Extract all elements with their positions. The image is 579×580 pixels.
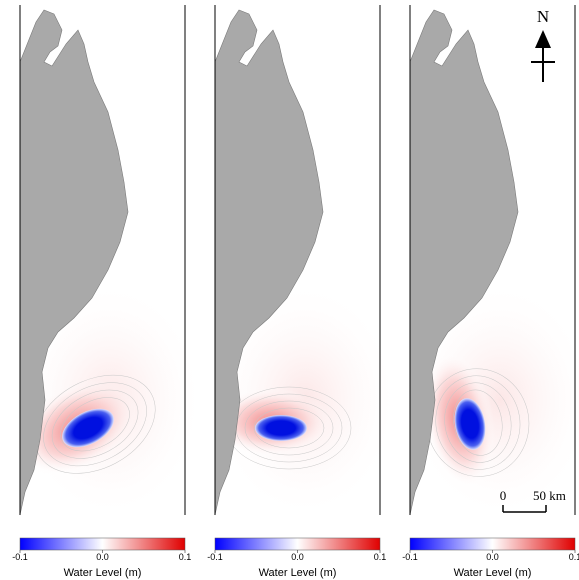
map-panel: -0.1 0.0 0.1 Water Level (m) xyxy=(207,5,400,579)
colorbar-tick-label: -0.1 xyxy=(402,552,418,562)
colorbar-tick-label: 0.0 xyxy=(291,552,304,562)
colorbar-tick-label: 0.1 xyxy=(569,552,579,562)
map-panel: -0.1 0.0 0.1 Water Level (m) xyxy=(12,5,205,579)
scale-bar-label: 50 km xyxy=(533,488,566,503)
colorbar xyxy=(214,537,381,551)
colorbar-tick-label: 0.0 xyxy=(486,552,499,562)
negative-anomaly xyxy=(255,415,307,441)
negative-anomaly xyxy=(454,398,486,450)
contour-line xyxy=(444,382,512,463)
map-panels: -0.1 0.0 0.1 Water Level (m) -0.1 0.0 0.1 Water… xyxy=(12,5,579,579)
contour-line xyxy=(435,375,521,470)
colorbar-tick-label: -0.1 xyxy=(207,552,223,562)
scale-bar: 0 50 km xyxy=(500,488,566,513)
colorbar-label: Water Level (m) xyxy=(64,567,142,579)
north-arrow: N xyxy=(531,7,555,82)
contour-line xyxy=(51,389,139,459)
colorbar-tick-label: 0.1 xyxy=(179,552,192,562)
negative-anomaly xyxy=(62,408,114,448)
scale-bar-label: 0 xyxy=(500,488,507,503)
colorbar-tick-label: 0.0 xyxy=(96,552,109,562)
colorbar-tick-label: -0.1 xyxy=(12,552,28,562)
arrow-head xyxy=(535,30,551,48)
colorbar xyxy=(19,537,186,551)
contour-line xyxy=(34,374,156,474)
contour-line xyxy=(43,382,147,467)
contour-line xyxy=(453,389,503,456)
colorbar-label: Water Level (m) xyxy=(259,567,337,579)
contour-line xyxy=(253,407,325,449)
north-label: N xyxy=(537,7,549,26)
contour-line xyxy=(60,397,130,452)
contour-line xyxy=(244,400,334,456)
map-panel: -0.1 0.0 0.1 Water Level (m) xyxy=(402,5,579,579)
colorbar-tick-label: 0.1 xyxy=(374,552,387,562)
colorbar xyxy=(409,537,576,551)
colorbar-label: Water Level (m) xyxy=(454,567,532,579)
